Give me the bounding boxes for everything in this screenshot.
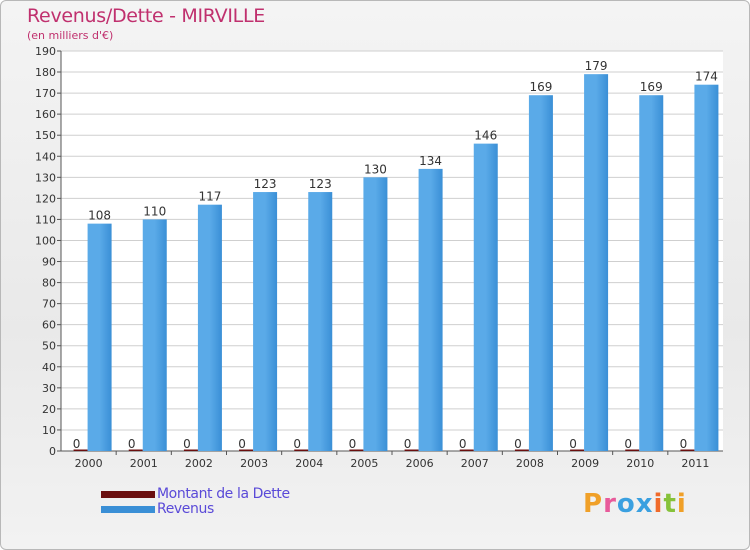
bar-debt [459, 449, 474, 451]
legend-label-debt: Montant de la Dette [157, 486, 290, 502]
bar-revenue [142, 219, 167, 451]
data-label-revenue: 123 [309, 177, 332, 191]
x-tick-label: 2005 [350, 457, 378, 470]
data-label-revenue: 110 [143, 204, 166, 218]
x-tick-label: 2000 [75, 457, 103, 470]
x-tick-label: 2011 [681, 457, 709, 470]
bar-debt [294, 449, 309, 451]
data-label-debt: 0 [238, 437, 246, 451]
y-tick-label: 30 [42, 382, 56, 395]
data-label-debt: 0 [293, 437, 301, 451]
bar-revenue [473, 143, 498, 451]
y-tick-label: 160 [35, 108, 56, 121]
y-tick-label: 80 [42, 277, 56, 290]
bar-debt [349, 449, 364, 451]
x-tick-label: 2004 [295, 457, 323, 470]
data-label-revenue: 134 [419, 154, 442, 168]
y-tick-label: 190 [35, 45, 56, 58]
y-tick-label: 180 [35, 66, 56, 79]
data-label-revenue: 130 [364, 162, 387, 176]
data-label-debt: 0 [349, 437, 357, 451]
chart-subtitle: (en milliers d'€) [27, 29, 114, 42]
data-label-debt: 0 [569, 437, 577, 451]
x-tick-label: 2002 [185, 457, 213, 470]
bar-debt [183, 449, 198, 451]
bar-debt [73, 449, 88, 451]
x-tick-label: 2009 [571, 457, 599, 470]
data-label-revenue: 108 [88, 209, 111, 223]
y-tick-label: 20 [42, 403, 56, 416]
data-label-debt: 0 [183, 437, 191, 451]
y-tick-label: 70 [42, 298, 56, 311]
bar-debt [239, 449, 254, 451]
y-tick-label: 90 [42, 256, 56, 269]
data-label-revenue: 179 [585, 59, 608, 73]
data-label-revenue: 169 [640, 80, 663, 94]
y-tick-label: 150 [35, 129, 56, 142]
bar-revenue [528, 95, 553, 452]
x-tick-label: 2008 [516, 457, 544, 470]
y-tick-label: 170 [35, 87, 56, 100]
chart-title: Revenus/Dette - MIRVILLE [27, 5, 265, 27]
bar-debt [680, 449, 695, 451]
data-label-revenue: 169 [529, 80, 552, 94]
data-label-debt: 0 [73, 437, 81, 451]
legend-swatch-debt [101, 491, 155, 498]
bar-revenue [694, 84, 719, 452]
bar-debt [570, 449, 585, 451]
data-label-debt: 0 [514, 437, 522, 451]
bar-revenue [197, 204, 222, 451]
x-tick-label: 2007 [461, 457, 489, 470]
bar-debt [514, 449, 529, 451]
x-tick-label: 2010 [626, 457, 654, 470]
x-tick-label: 2001 [130, 457, 158, 470]
y-tick-label: 10 [42, 424, 56, 437]
data-label-debt: 0 [624, 437, 632, 451]
y-tick-label: 130 [35, 171, 56, 184]
data-label-revenue: 174 [695, 70, 718, 84]
y-tick-label: 100 [35, 234, 56, 247]
y-tick-label: 120 [35, 192, 56, 205]
data-label-revenue: 117 [198, 190, 221, 204]
y-tick-label: 0 [49, 445, 56, 458]
data-label-debt: 0 [680, 437, 688, 451]
y-tick-label: 60 [42, 319, 56, 332]
legend-swatch-revenue [101, 506, 155, 513]
y-tick-label: 40 [42, 361, 56, 374]
x-tick-label: 2006 [406, 457, 434, 470]
bar-debt [404, 449, 419, 451]
data-label-debt: 0 [404, 437, 412, 451]
bar-revenue [418, 168, 443, 452]
y-tick-label: 50 [42, 340, 56, 353]
bar-revenue [639, 95, 664, 452]
y-tick-label: 110 [35, 213, 56, 226]
bar-revenue [253, 192, 278, 452]
legend-label-revenue: Revenus [157, 501, 214, 517]
bar-debt [128, 449, 143, 451]
data-label-revenue: 123 [254, 177, 277, 191]
x-tick-label: 2003 [240, 457, 268, 470]
bar-revenue [87, 223, 112, 451]
y-tick-label: 140 [35, 150, 56, 163]
data-label-debt: 0 [128, 437, 136, 451]
bar-revenue [584, 74, 609, 451]
bar-debt [625, 449, 640, 451]
data-label-revenue: 146 [474, 129, 497, 143]
bar-revenue [308, 192, 333, 452]
bar-revenue [363, 177, 388, 451]
data-label-debt: 0 [459, 437, 467, 451]
proxiti-logo: Proxiti [583, 489, 687, 519]
plot-area [61, 51, 723, 451]
